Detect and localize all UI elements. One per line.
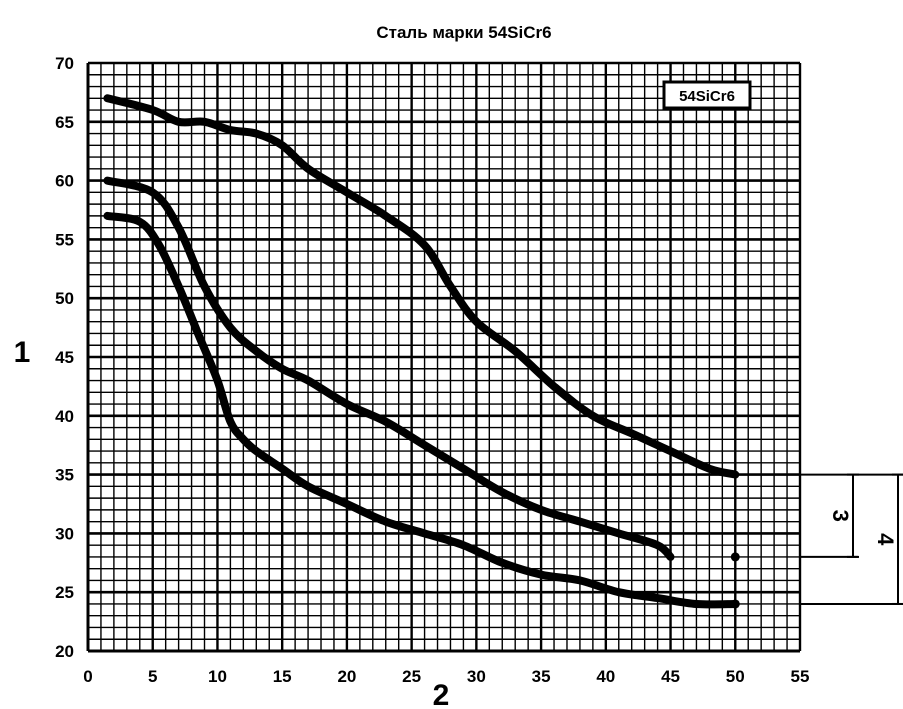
y-tick-label: 50: [55, 289, 74, 308]
x-tick-label: 15: [273, 667, 292, 686]
legend-box-frame: [662, 80, 752, 110]
chart-title: Сталь марки 54SiCr6: [376, 23, 551, 42]
legend-box: 54SiCr6: [662, 80, 752, 110]
y-tick-label: 60: [55, 172, 74, 191]
bracket-label: 4: [873, 533, 898, 546]
dimension-bracket-4: 4: [873, 473, 903, 605]
x-tick-label: 30: [467, 667, 486, 686]
y-tick-label: 55: [55, 230, 74, 249]
y-tick-label: 65: [55, 113, 74, 132]
x-tick-label: 20: [337, 667, 356, 686]
series-line-3: [103, 211, 740, 609]
y-tick-label: 25: [55, 583, 74, 602]
x-axis-label: 2: [433, 679, 450, 709]
axes: [86, 63, 800, 653]
series-line-2: [103, 176, 675, 561]
brackets-group: 34: [800, 473, 903, 605]
y-axis-label: 1: [14, 336, 31, 369]
y-tick-label: 40: [55, 407, 74, 426]
grid: [86, 61, 802, 653]
x-tick-label: 55: [791, 667, 810, 686]
markers-group: [730, 552, 740, 609]
x-tick-label: 45: [661, 667, 680, 686]
y-tick-label: 45: [55, 348, 74, 367]
y-tick-label: 30: [55, 524, 74, 543]
data-point-marker: [730, 552, 740, 562]
series-group: [103, 94, 740, 609]
y-tick-label: 35: [55, 466, 74, 485]
x-tick-label: 35: [532, 667, 551, 686]
dimension-bracket-3: 3: [828, 473, 859, 558]
x-tick-label: 25: [402, 667, 421, 686]
series-line-1: [103, 94, 740, 479]
x-tick-label: 40: [596, 667, 615, 686]
y-tick-label: 70: [55, 54, 74, 73]
x-tick-label: 50: [726, 667, 745, 686]
legend-box-label: 54SiCr6: [679, 88, 735, 105]
bracket-label: 3: [828, 510, 853, 522]
tick-labels: 0 5 10 15 20 25 30 35 40 45 50 55 20 25 30 35 40 45 50 55 60…: [55, 54, 809, 686]
x-tick-label: 5: [148, 667, 157, 686]
y-tick-label: 20: [55, 642, 74, 661]
x-tick-label: 0: [83, 667, 92, 686]
data-point-marker: [730, 599, 740, 609]
x-tick-label: 10: [208, 667, 227, 686]
